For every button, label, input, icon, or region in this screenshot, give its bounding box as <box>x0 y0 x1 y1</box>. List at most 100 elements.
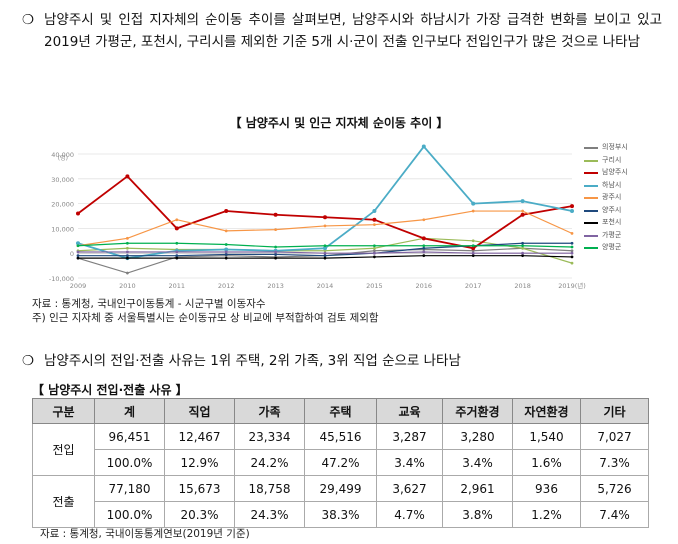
data-point <box>224 256 228 260</box>
y-tick-label: 20,000 <box>51 201 74 209</box>
y-axis-label: (명) <box>58 154 68 162</box>
data-point <box>570 249 574 253</box>
table-row: 전출 77,180 15,673 18,758 29,499 3,627 2,9… <box>32 475 649 528</box>
header-cell: 직업 <box>164 398 235 424</box>
legend-swatch <box>584 159 598 162</box>
table-cell: 3.4% <box>442 449 513 476</box>
table-cell: 7,027 <box>580 423 649 450</box>
data-point <box>174 226 179 231</box>
data-point <box>471 244 475 248</box>
data-point <box>422 254 426 258</box>
header-cell: 주거환경 <box>442 398 513 424</box>
data-point <box>274 250 277 254</box>
table-cell: 29,499 <box>304 475 377 502</box>
group-label-in: 전입 <box>32 423 95 476</box>
header-cell: 가족 <box>234 398 305 424</box>
legend-label: 구리시 <box>602 155 622 164</box>
table-cell: 3.4% <box>376 449 443 476</box>
data-point <box>224 253 228 256</box>
legend-swatch <box>584 209 598 212</box>
x-tick-label: 2018 <box>514 282 531 290</box>
header-cell: 구분 <box>32 398 95 424</box>
data-point <box>274 253 277 256</box>
table-cell: 100.0% <box>94 501 165 528</box>
data-point <box>323 215 327 220</box>
reason-text: 남양주시의 전입·전출 사유는 1위 주택, 2위 가족, 3위 직업 순으로 … <box>44 353 461 369</box>
data-point <box>373 223 376 227</box>
data-point <box>422 244 426 248</box>
table-cell: 3,287 <box>376 423 443 450</box>
net-migration-chart: 40,000 30,000 20,000 10,000 0 -10,000 (명) 2009 2… <box>32 142 652 292</box>
data-point <box>273 212 278 217</box>
data-point <box>323 254 327 258</box>
chart-title: 【 남양주시 및 인근 지자체 순이동 추이 】 <box>229 116 449 130</box>
table-title: 【 남양주시 전입·전출 사유 】 <box>32 383 188 397</box>
data-point <box>521 209 524 213</box>
legend-label: 의정부시 <box>602 143 628 151</box>
table-cell: 20.3% <box>164 501 235 528</box>
x-tick-label: 2012 <box>218 282 235 290</box>
table-cell: 24.3% <box>234 501 305 528</box>
header-cell: 기타 <box>580 398 649 424</box>
data-point <box>373 246 376 250</box>
table-cell: 45,516 <box>304 423 377 450</box>
data-point <box>175 254 179 258</box>
x-tick-label: 2017 <box>465 282 482 290</box>
data-point <box>521 246 524 250</box>
legend-entry: 가평군 <box>584 230 652 243</box>
intro-text: 남양주시 및 인접 지자체의 순이동 추이를 살펴보면, 남양주시와 하남시가 … <box>44 12 662 50</box>
legend-swatch <box>584 247 598 249</box>
x-tick-label: 2015 <box>366 282 383 290</box>
data-point <box>224 243 228 246</box>
data-point <box>126 236 129 240</box>
legend-label: 포천시 <box>602 218 622 226</box>
data-point <box>224 229 228 233</box>
table-row: 100.0% 20.3% 24.3% 38.3% 4.7% 3.8% 1.2% … <box>33 501 649 528</box>
legend-label: 양평군 <box>602 243 622 251</box>
table-cell: 3,627 <box>376 475 443 502</box>
legend-entry: 양주시 <box>584 205 652 218</box>
data-point <box>175 218 179 222</box>
legend-label: 가평군 <box>602 230 622 239</box>
data-point <box>126 250 129 254</box>
migration-reason-table: 구분 계 직업 가족 주택 교육 주거환경 자연환경 기타 전입 96,451 … <box>32 398 649 528</box>
legend-label: 남양주시 <box>602 168 628 176</box>
data-point <box>570 231 574 235</box>
data-point <box>224 250 228 254</box>
data-point <box>570 241 574 245</box>
data-point <box>471 246 476 251</box>
data-point <box>471 201 476 206</box>
y-tick-label: -10,000 <box>49 275 74 283</box>
data-point <box>175 256 179 260</box>
legend-label: 광주시 <box>602 193 622 201</box>
data-point <box>520 212 525 217</box>
data-point <box>76 211 80 216</box>
table-cell: 936 <box>512 475 581 502</box>
bullet-icon: ❍ <box>22 353 35 369</box>
header-cell: 주택 <box>304 398 377 424</box>
table-cell: 12.9% <box>164 449 235 476</box>
legend-swatch <box>584 222 598 224</box>
data-point <box>471 254 475 258</box>
table-header-row: 구분 계 직업 가족 주택 교육 주거환경 자연환경 기타 <box>32 398 649 424</box>
data-point <box>520 199 525 204</box>
legend-label: 하남시 <box>602 180 622 189</box>
legend-entry: 양평군 <box>584 242 652 255</box>
x-tick-label: 2010 <box>119 282 136 290</box>
data-point <box>373 255 376 259</box>
y-tick-label: 30,000 <box>51 176 74 184</box>
chart-note: 주) 인근 지자체 중 서울특별시는 순이동규모 상 비교에 부적합하여 검토 … <box>32 312 379 324</box>
data-point <box>471 239 475 243</box>
data-point <box>422 250 426 254</box>
data-point <box>372 209 377 214</box>
data-point <box>76 241 80 246</box>
x-tick-label: 2011 <box>169 282 186 290</box>
data-point <box>421 144 426 149</box>
data-point <box>570 251 574 255</box>
x-tick-label: 2009 <box>70 282 87 290</box>
series-line <box>77 175 573 250</box>
reason-paragraph: ❍ 남양주시의 전입·전출 사유는 1위 주택, 2위 가족, 3위 직업 순으… <box>22 351 662 373</box>
data-point <box>521 254 524 258</box>
table-cell: 100.0% <box>94 449 165 476</box>
